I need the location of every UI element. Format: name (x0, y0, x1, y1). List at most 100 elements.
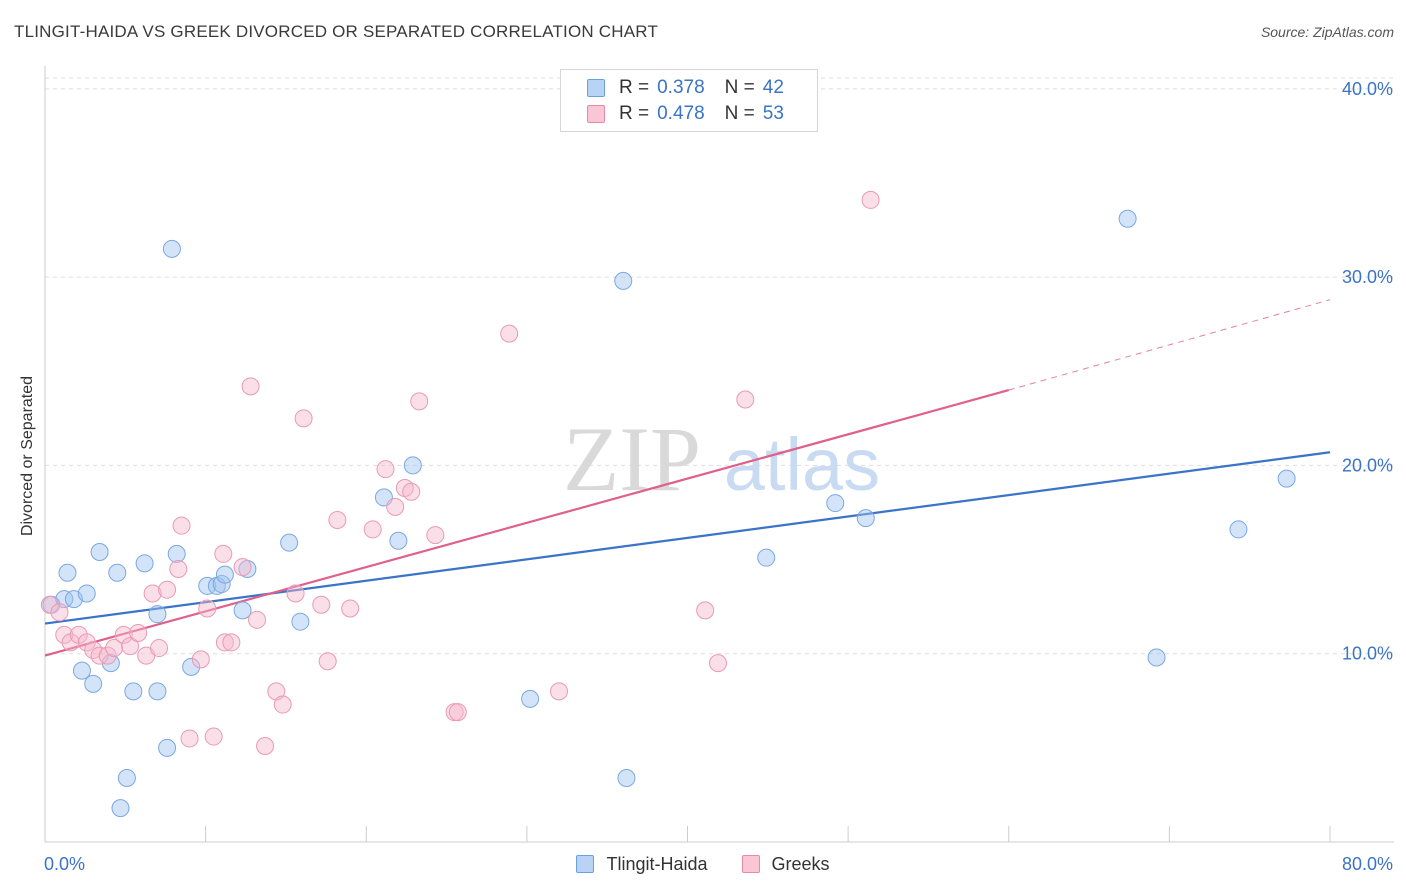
tlingit-point (182, 657, 201, 676)
greek-point (386, 497, 405, 516)
greek-point (172, 516, 191, 535)
source-label: Source: ZipAtlas.com (1260, 24, 1394, 40)
greek-point (77, 633, 96, 652)
legend-item-label: Greeks (771, 853, 830, 874)
tlingit-point (167, 544, 186, 563)
tlingit-point (1147, 648, 1166, 667)
greek-point (550, 682, 568, 701)
greek-point (273, 695, 292, 714)
tlingit-point (826, 494, 845, 513)
tlingit-point (291, 612, 310, 631)
tlingit-point (521, 689, 540, 708)
greek-point (318, 652, 337, 671)
tlingit-point (1229, 520, 1248, 539)
tlingit-point (162, 239, 181, 258)
legend-n-value: 42 (762, 77, 784, 98)
greeks-swatch-icon (587, 105, 605, 123)
greeks-swatch-icon (741, 855, 760, 873)
greek-point (363, 520, 382, 539)
tlingit-point (135, 554, 154, 573)
greek-point (410, 392, 429, 411)
tlingit-point (1118, 209, 1137, 228)
y-tick-label: 10.0% (1342, 644, 1393, 664)
greek-point (169, 559, 188, 578)
tlingit-swatch-icon (587, 79, 605, 97)
greek-point (709, 654, 728, 673)
tlingit-point (148, 682, 167, 701)
tlingit-point (617, 768, 636, 787)
tlingit-point (158, 738, 177, 757)
greek-point (114, 625, 133, 644)
legend-r-label: R = (619, 103, 650, 124)
greek-point (294, 409, 313, 428)
watermark-atlas: atlas (724, 423, 880, 506)
tlingit-swatch-icon (576, 855, 595, 873)
legend-n-label: N = (724, 77, 755, 98)
x-tick-label: 0.0% (44, 854, 85, 874)
greek-point (500, 324, 519, 343)
y-tick-label: 30.0% (1342, 267, 1393, 287)
greek-point (341, 599, 360, 618)
greek-point (233, 558, 252, 577)
tlingit-point (1277, 469, 1296, 488)
greek-point (214, 544, 233, 563)
legend-n-label: N = (724, 103, 755, 124)
legend-item-label: Tlingit-Haida (606, 853, 708, 874)
chart-title: TLINGIT-HAIDA VS GREEK DIVORCED OR SEPAR… (14, 22, 659, 41)
greek-point (121, 637, 140, 656)
greek-point (286, 584, 305, 603)
greek-point (328, 511, 347, 530)
tlingit-point (856, 509, 875, 528)
y-tick-label: 20.0% (1342, 455, 1393, 475)
greek-point (222, 633, 241, 652)
greek-point (191, 650, 210, 669)
greek-point (204, 727, 223, 746)
tlingit-point (614, 271, 633, 290)
tlingit-point (58, 563, 77, 582)
greek-point (376, 460, 395, 479)
greek-point (143, 584, 162, 603)
tlingit-point (117, 768, 136, 787)
legend-row-tlingit: R = 0.378 N = 42 (587, 76, 784, 100)
greek-point (215, 633, 234, 652)
greek-point (448, 703, 467, 722)
legend-n-value: 53 (762, 103, 784, 124)
legend-r-value: 0.478 (657, 103, 705, 124)
legend-row-greeks: R = 0.478 N = 53 (587, 102, 784, 126)
legend-r-label: R = (619, 77, 650, 98)
greek-point (98, 646, 117, 665)
tlingit-point (108, 563, 127, 582)
data-points (40, 190, 1296, 818)
axes (44, 66, 1394, 843)
greek-point (50, 603, 69, 622)
tlingit-point (77, 584, 96, 603)
tlingit-point (280, 533, 299, 552)
tlingit-point (212, 575, 231, 594)
greek-point (696, 601, 715, 620)
greek-point (241, 377, 260, 396)
greek-trendline (44, 389, 1010, 657)
bottom-legend: Tlingit-Haida Greeks (0, 852, 1406, 876)
greek-point (158, 580, 177, 599)
tlingit-point (124, 682, 143, 701)
greek-point (55, 625, 74, 644)
legend-item-greeks: Greeks (741, 853, 830, 875)
tlingit-point (84, 674, 103, 693)
tlingit-point (111, 799, 130, 818)
tlingit-point (148, 605, 167, 624)
tick-labels: 10.0% 20.0% 30.0% 40.0% 0.0% 80.0% (44, 79, 1393, 874)
greek-point (861, 190, 880, 209)
greek-point (198, 599, 217, 618)
legend-item-tlingit: Tlingit-Haida (576, 853, 708, 875)
greek-point (312, 595, 331, 614)
greek-point (129, 623, 148, 642)
greek-point (105, 639, 124, 658)
greek-point (248, 610, 267, 629)
greek-point (40, 595, 59, 614)
greek-trendline-extension (1008, 299, 1331, 391)
greek-point (267, 682, 286, 701)
tlingit-point (757, 548, 776, 567)
trendlines (44, 299, 1331, 657)
greek-point (426, 526, 445, 545)
